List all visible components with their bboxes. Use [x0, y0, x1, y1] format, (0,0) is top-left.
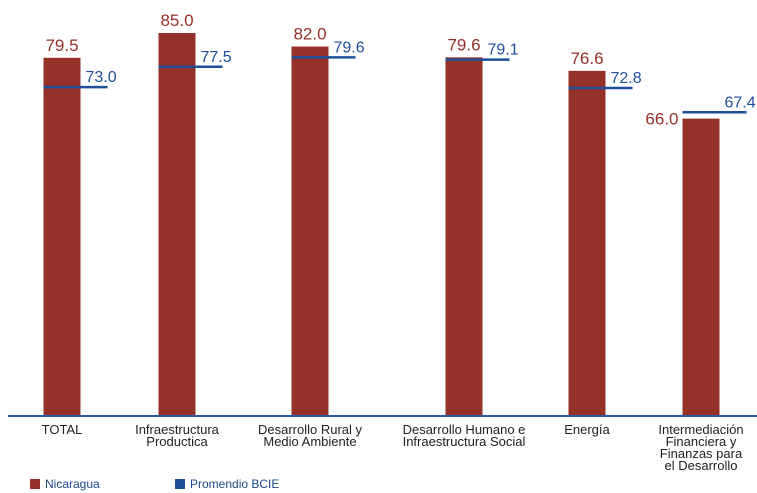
legend-nicaragua: Nicaragua	[30, 477, 100, 491]
x-tick-label: TOTAL	[42, 422, 83, 437]
data-label-bcie: 79.1	[488, 42, 519, 59]
legend-swatch-nicaragua	[30, 479, 40, 489]
x-tick-label: Energía	[564, 422, 610, 437]
x-tick-label: Intermediación Financiera y Finanzas para e…	[658, 422, 743, 473]
data-label-nicaragua: 79.6	[447, 35, 480, 54]
legend-label-nicaragua: Nicaragua	[45, 477, 100, 491]
x-tick-label: Infraestructura Productica	[135, 422, 220, 449]
bar-nicaragua	[682, 118, 720, 417]
bar-nicaragua	[43, 57, 81, 417]
bar-nicaragua	[568, 70, 606, 416]
data-label-bcie: 77.5	[201, 49, 232, 66]
bar-nicaragua	[291, 46, 329, 417]
legend-bcie: Promendio BCIE	[175, 477, 279, 491]
x-tick-label: Desarrollo Rural y Medio Ambiente	[258, 422, 363, 449]
data-label-nicaragua: 79.5	[45, 36, 78, 55]
bar-nicaragua	[445, 57, 483, 417]
data-label-bcie: 73.0	[86, 69, 117, 86]
legend-label-bcie: Promendio BCIE	[190, 477, 280, 491]
legend-swatch-bcie	[175, 479, 185, 489]
data-label-bcie: 79.6	[334, 39, 365, 56]
data-label-nicaragua: 85.0	[160, 11, 193, 30]
data-label-nicaragua: 82.0	[293, 25, 326, 44]
data-label-bcie: 67.4	[725, 94, 756, 111]
data-label-bcie: 72.8	[611, 70, 642, 87]
data-label-nicaragua: 76.6	[570, 49, 603, 68]
data-label-nicaragua: 66.0	[645, 110, 678, 129]
bar-nicaragua	[158, 33, 196, 416]
x-tick-label: Desarrollo Humano e Infraestructura Socia…	[403, 422, 526, 449]
